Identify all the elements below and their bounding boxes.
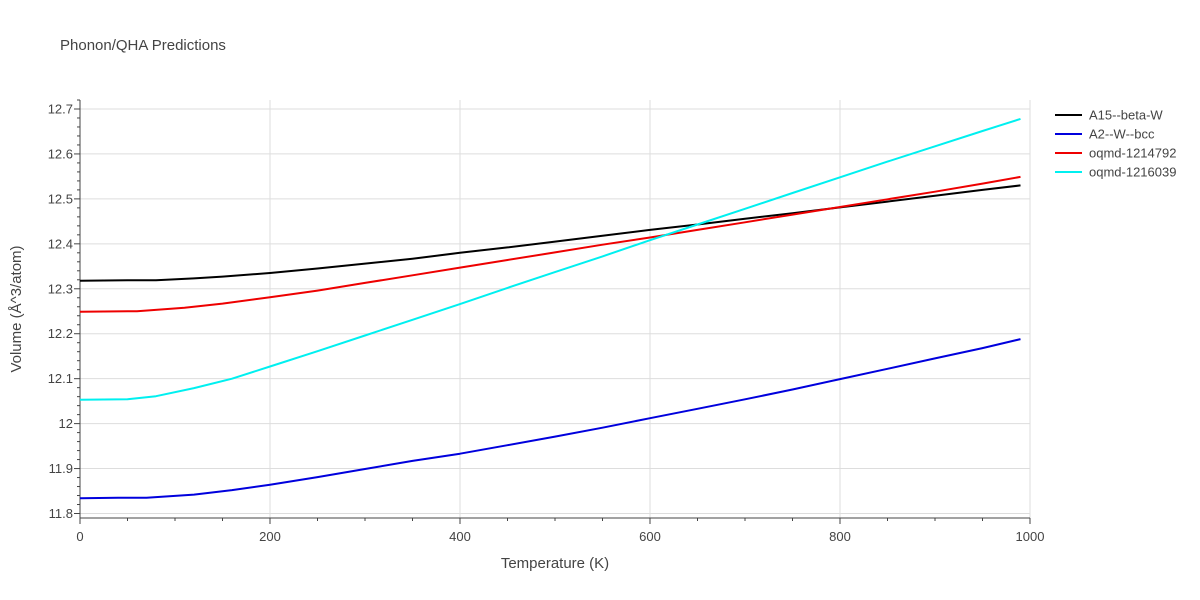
axes: 0 200 400 600 800 1000 11.8 11.9 12 12.1 12.2 12.3 1…	[48, 99, 1045, 544]
x-tick-label: 800	[829, 529, 851, 544]
y-tick-label: 11.8	[49, 506, 73, 521]
x-axis-title: Temperature (K)	[501, 555, 609, 572]
y-axis-title: Volume (Å^3/atom)	[8, 245, 25, 372]
x-tick-label: 200	[259, 529, 281, 544]
legend: A15--beta-W A2--W--bcc oqmd-1214792 oqmd-12…	[1055, 108, 1176, 180]
y-tick-label: 12.1	[48, 371, 73, 386]
legend-label: A15--beta-W	[1089, 108, 1163, 123]
y-tick-label: 12	[59, 416, 73, 431]
y-tick-label: 12.6	[48, 146, 73, 161]
y-tick-label: 12.5	[48, 191, 73, 206]
series-line-a2-w-bcc	[79, 338, 1021, 500]
grid	[80, 100, 1031, 518]
y-tick-label: 12.7	[48, 101, 73, 116]
legend-label: oqmd-1216039	[1089, 165, 1176, 180]
x-tick-label: 1000	[1016, 529, 1045, 544]
chart-title: Phonon/QHA Predictions	[60, 37, 226, 54]
x-tick-label: 600	[639, 529, 661, 544]
y-tick-label: 11.9	[49, 461, 73, 476]
x-tick-label: 0	[76, 529, 83, 544]
x-tick-label: 400	[449, 529, 471, 544]
y-tick-label: 12.3	[48, 281, 73, 296]
legend-label: A2--W--bcc	[1089, 127, 1155, 142]
y-tick-label: 12.4	[48, 236, 73, 251]
y-tick-label: 12.2	[48, 326, 73, 341]
series-line-a15-beta-w	[79, 184, 1021, 282]
legend-label: oqmd-1214792	[1089, 146, 1176, 161]
series-line-oqmd-1216039	[79, 117, 1021, 401]
series-line-oqmd-1214792	[79, 175, 1021, 313]
plot-area	[79, 117, 1021, 500]
